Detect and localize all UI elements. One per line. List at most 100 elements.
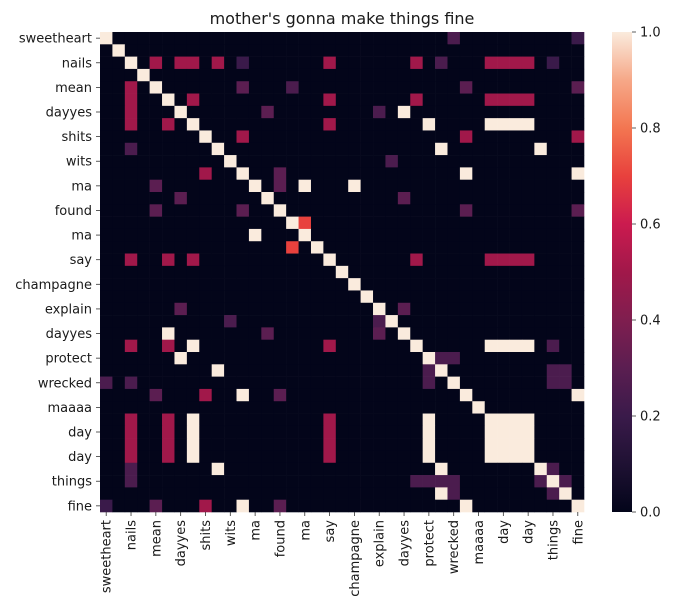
heatmap-cell bbox=[459, 302, 473, 316]
heatmap-cell bbox=[248, 425, 262, 439]
heatmap-cell bbox=[360, 81, 374, 94]
heatmap-cell bbox=[422, 413, 436, 427]
heatmap-cell bbox=[521, 192, 535, 205]
heatmap-cell bbox=[100, 68, 113, 82]
heatmap-cell bbox=[112, 253, 126, 267]
heatmap-cell bbox=[521, 253, 535, 267]
heatmap-cell bbox=[286, 253, 299, 267]
heatmap-cell bbox=[472, 228, 486, 242]
heatmap-cell bbox=[174, 68, 188, 82]
heatmap-cell bbox=[484, 118, 498, 131]
heatmap-cell bbox=[447, 278, 461, 291]
heatmap-cell bbox=[248, 327, 262, 340]
heatmap-cell bbox=[348, 204, 361, 217]
heatmap-cell bbox=[410, 228, 423, 242]
heatmap-cell bbox=[162, 204, 175, 217]
heatmap-cell bbox=[310, 376, 324, 390]
heatmap-cell bbox=[348, 216, 361, 230]
heatmap-cell bbox=[199, 204, 212, 217]
heatmap-cell bbox=[472, 142, 486, 156]
heatmap-cell bbox=[373, 278, 386, 291]
heatmap-cell bbox=[199, 499, 212, 513]
heatmap-cell bbox=[124, 487, 138, 500]
heatmap-cell bbox=[472, 265, 486, 279]
heatmap-cell bbox=[397, 475, 411, 488]
heatmap-cell bbox=[397, 105, 411, 119]
heatmap-cell bbox=[298, 142, 312, 156]
heatmap-cell bbox=[137, 68, 150, 82]
heatmap-cell bbox=[472, 302, 486, 316]
heatmap-cell bbox=[162, 290, 175, 304]
heatmap-cell bbox=[298, 413, 312, 427]
heatmap-cell bbox=[298, 438, 312, 451]
heatmap-cell bbox=[261, 179, 275, 193]
heatmap-cell bbox=[211, 475, 225, 488]
heatmap-cell bbox=[447, 253, 461, 267]
heatmap-cell bbox=[521, 93, 535, 107]
heatmap-cell bbox=[248, 450, 262, 464]
heatmap-cell bbox=[186, 105, 200, 119]
heatmap-cell bbox=[385, 376, 399, 390]
heatmap-cell bbox=[534, 192, 548, 205]
heatmap-cell bbox=[546, 105, 560, 119]
heatmap-cell bbox=[373, 204, 386, 217]
heatmap-cell bbox=[422, 93, 436, 107]
heatmap-cell bbox=[224, 499, 237, 513]
heatmap-cell bbox=[100, 265, 113, 279]
heatmap-cell bbox=[410, 487, 423, 500]
heatmap-cell bbox=[559, 241, 572, 254]
heatmap-cell bbox=[199, 462, 212, 476]
heatmap-cell bbox=[199, 253, 212, 267]
heatmap-cell bbox=[559, 68, 572, 82]
heatmap-cell bbox=[397, 438, 411, 451]
heatmap-cell bbox=[199, 487, 212, 500]
heatmap-cell bbox=[236, 302, 250, 316]
heatmap-cell bbox=[273, 401, 287, 414]
heatmap-cell bbox=[174, 118, 188, 131]
heatmap-cell bbox=[435, 253, 448, 267]
heatmap-cell bbox=[310, 278, 324, 291]
heatmap-cell bbox=[546, 265, 560, 279]
heatmap-cell bbox=[435, 401, 448, 414]
heatmap-cell bbox=[497, 352, 510, 365]
x-tick-label: shits bbox=[199, 520, 214, 551]
heatmap-cell bbox=[422, 438, 436, 451]
heatmap-cell bbox=[137, 105, 150, 119]
heatmap-cell bbox=[373, 142, 386, 156]
heatmap-cell bbox=[236, 450, 250, 464]
heatmap-cell bbox=[298, 352, 312, 365]
heatmap-cell bbox=[149, 401, 163, 414]
heatmap-cell bbox=[137, 216, 150, 230]
heatmap-cell bbox=[447, 167, 461, 180]
heatmap-cell bbox=[571, 56, 585, 70]
heatmap-cell bbox=[211, 253, 225, 267]
heatmap-cell bbox=[137, 302, 150, 316]
heatmap-cell bbox=[112, 93, 126, 107]
heatmap-cell bbox=[248, 265, 262, 279]
heatmap-cell bbox=[248, 364, 262, 377]
heatmap-cell bbox=[484, 216, 498, 230]
heatmap-cell bbox=[261, 376, 275, 390]
heatmap-cell bbox=[571, 130, 585, 144]
heatmap-cell bbox=[422, 253, 436, 267]
heatmap-cell bbox=[186, 290, 200, 304]
heatmap-cell bbox=[422, 462, 436, 476]
heatmap-cell bbox=[348, 278, 361, 291]
heatmap-cell bbox=[497, 462, 510, 476]
heatmap-cell bbox=[497, 499, 510, 513]
heatmap-cell bbox=[323, 315, 337, 328]
heatmap-cell bbox=[137, 487, 150, 500]
heatmap-cell bbox=[447, 425, 461, 439]
heatmap-cell bbox=[124, 401, 138, 414]
heatmap-cell bbox=[137, 278, 150, 291]
heatmap-cell bbox=[534, 388, 548, 402]
heatmap-cell bbox=[199, 327, 212, 340]
heatmap-cell bbox=[435, 487, 448, 500]
heatmap-cell bbox=[497, 142, 510, 156]
heatmap-cell bbox=[397, 327, 411, 340]
heatmap-cell bbox=[385, 450, 399, 464]
heatmap-cell bbox=[298, 130, 312, 144]
heatmap-cell bbox=[124, 438, 138, 451]
heatmap-cell bbox=[310, 204, 324, 217]
heatmap-cell bbox=[373, 93, 386, 107]
